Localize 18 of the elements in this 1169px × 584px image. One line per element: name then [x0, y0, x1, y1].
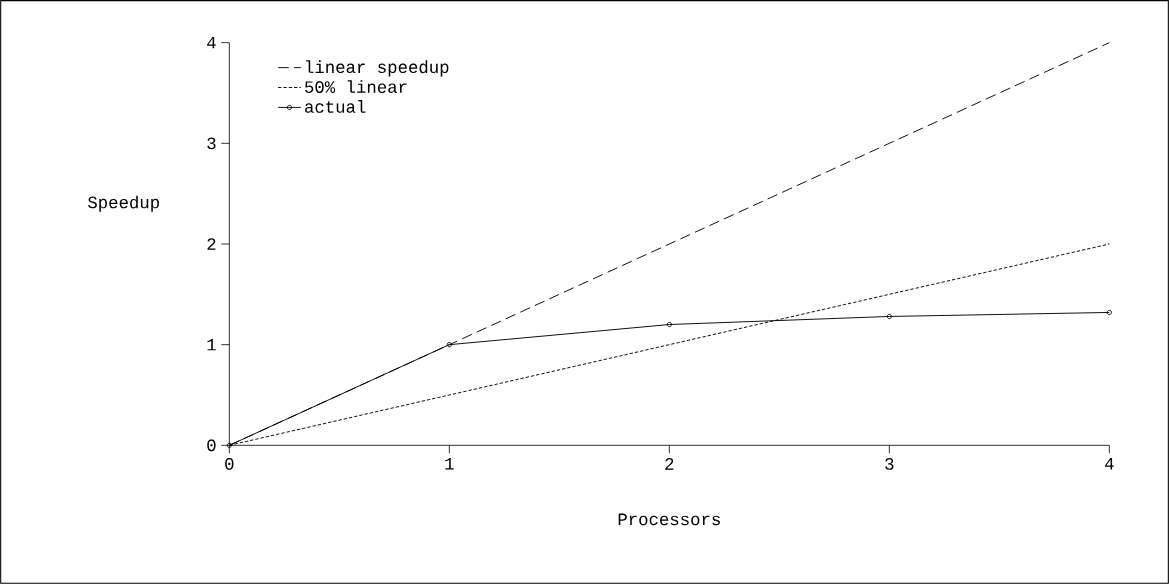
x-tick-label: 2 — [665, 458, 674, 470]
y-tick-label: 1 — [207, 338, 216, 351]
legend-label: 50% linear — [305, 80, 407, 93]
point — [446, 342, 452, 348]
y-tick-label: 0 — [207, 439, 216, 452]
legend-label: actual — [305, 100, 366, 113]
y-tick-label: 4 — [207, 36, 216, 49]
y-axis-title: Speedup — [88, 195, 159, 212]
x-tick-label: 4 — [1105, 458, 1114, 470]
point — [886, 313, 892, 320]
x-tick-label: 1 — [445, 458, 454, 470]
point — [666, 321, 672, 328]
y-tick-label: 2 — [207, 238, 216, 250]
x-axis-title: Processors — [618, 513, 720, 526]
legend-label: linear speedup — [306, 60, 449, 77]
y-tick-label: 3 — [207, 137, 216, 150]
x-tick-label: 0 — [225, 458, 234, 470]
x-tick-label: 3 — [885, 458, 894, 470]
